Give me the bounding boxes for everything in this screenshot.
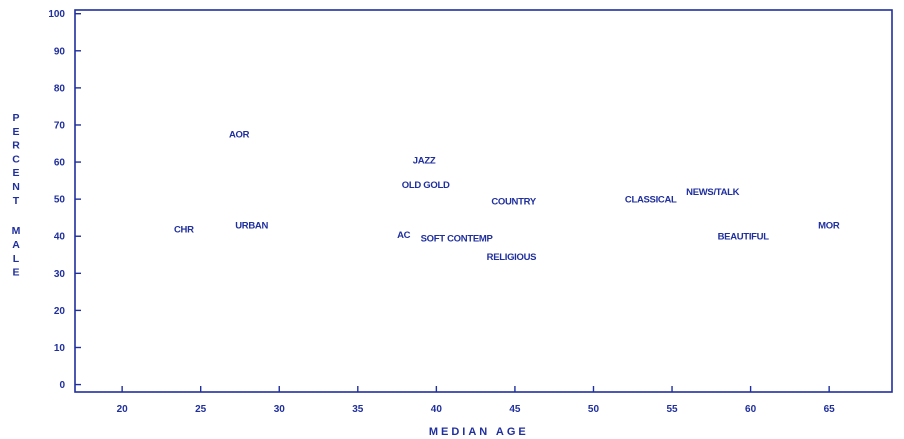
x-tick-label: 60 bbox=[745, 404, 757, 415]
data-point-label: CLASSICAL bbox=[625, 195, 677, 206]
data-point-label: COUNTRY bbox=[491, 197, 536, 208]
x-tick-label: 65 bbox=[824, 404, 836, 415]
data-point-label: OLD GOLD bbox=[402, 180, 450, 191]
x-axis-title: MEDIAN AGE bbox=[429, 426, 529, 438]
data-point-label: JAZZ bbox=[413, 156, 436, 167]
plot-frame bbox=[74, 9, 893, 393]
x-tick-label: 25 bbox=[195, 404, 207, 415]
y-tick-label: 10 bbox=[54, 343, 66, 354]
y-tick-label: 100 bbox=[48, 9, 65, 20]
x-tick-label: 20 bbox=[117, 404, 129, 415]
x-tick-label: 35 bbox=[352, 404, 364, 415]
y-tick-label: 20 bbox=[54, 306, 66, 317]
y-tick-label: 90 bbox=[54, 46, 66, 57]
data-point-label: MOR bbox=[818, 221, 840, 232]
y-tick-label: 0 bbox=[59, 380, 65, 391]
x-tick-label: 50 bbox=[588, 404, 600, 415]
data-point-label: URBAN bbox=[235, 221, 268, 232]
y-tick-label: 60 bbox=[54, 158, 66, 169]
data-point-label: AOR bbox=[229, 130, 250, 141]
y-tick-label: 30 bbox=[54, 269, 66, 280]
data-point-label: SOFT CONTEMP bbox=[421, 234, 494, 245]
x-tick-label: 40 bbox=[431, 404, 443, 415]
y-tick-label: 80 bbox=[54, 83, 66, 94]
x-tick-label: 30 bbox=[274, 404, 286, 415]
data-point-label: BEAUTIFUL bbox=[718, 232, 770, 243]
x-tick-label: 55 bbox=[666, 404, 678, 415]
y-axis: 0 10 20 30 40 50 60 70 80 90 100 bbox=[48, 9, 81, 391]
y-tick-label: 40 bbox=[54, 232, 66, 243]
data-point-label: NEWS/TALK bbox=[686, 187, 740, 198]
x-axis: 20 25 30 35 40 45 50 55 60 65 bbox=[117, 386, 836, 415]
data-point-label: AC bbox=[397, 230, 411, 241]
data-point-label: CHR bbox=[174, 224, 194, 235]
y-tick-label: 50 bbox=[54, 195, 66, 206]
x-tick-label: 45 bbox=[509, 404, 521, 415]
y-tick-label: 70 bbox=[54, 120, 66, 131]
data-points: CHR AOR URBAN JAZZ OLD GOLD AC SOFT CONTEMP COU… bbox=[174, 130, 840, 263]
data-point-label: RELIGIOUS bbox=[487, 252, 537, 263]
